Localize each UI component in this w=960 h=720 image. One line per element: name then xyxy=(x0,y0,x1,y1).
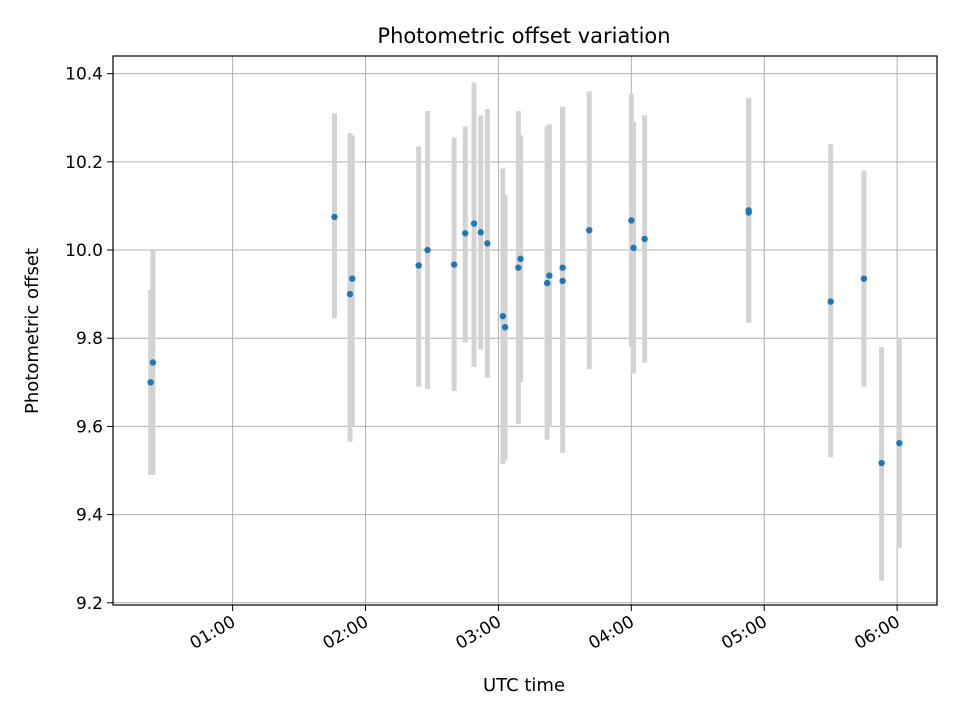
data-point xyxy=(559,277,566,285)
data-point xyxy=(477,229,484,236)
y-axis-ticks: 9.2 9.4 9.6 9.8 10.0 10.2 10.4 xyxy=(65,65,113,614)
y-tick-label: 9.6 xyxy=(76,417,103,437)
error-bars xyxy=(148,82,902,581)
data-point xyxy=(346,290,354,298)
y-tick-label: 10.4 xyxy=(65,65,103,85)
data-point xyxy=(484,240,491,247)
x-tick-label: 03:00 xyxy=(452,612,504,654)
y-tick-label: 9.2 xyxy=(76,594,103,614)
data-point xyxy=(331,213,338,221)
data-point xyxy=(641,235,648,243)
data-point xyxy=(415,262,422,269)
data-point xyxy=(424,246,431,254)
data-point xyxy=(470,220,478,227)
x-tick-label: 01:00 xyxy=(187,612,239,654)
data-point xyxy=(586,226,593,234)
chart-title: Photometric offset variation xyxy=(377,24,670,48)
grid xyxy=(113,56,937,605)
data-point xyxy=(349,275,356,282)
x-tick-label: 02:00 xyxy=(320,612,372,654)
data-point xyxy=(543,279,551,287)
data-point xyxy=(450,261,458,268)
plot-frame xyxy=(112,55,938,606)
data-point xyxy=(546,272,553,279)
x-tick-label: 06:00 xyxy=(851,612,903,654)
data-point xyxy=(896,439,903,447)
data-point xyxy=(501,323,509,331)
data-point xyxy=(147,379,154,386)
data-point xyxy=(878,459,885,467)
data-points xyxy=(147,207,903,467)
x-axis-label: UTC time xyxy=(483,675,565,696)
data-point xyxy=(628,217,635,224)
data-point xyxy=(517,255,524,263)
y-tick-label: 9.4 xyxy=(76,506,103,526)
data-point xyxy=(559,264,566,271)
data-point xyxy=(461,230,469,237)
data-point xyxy=(827,298,834,305)
data-point xyxy=(860,275,868,282)
y-tick-label: 10.0 xyxy=(65,241,103,261)
data-point xyxy=(149,359,157,366)
y-axis-label: Photometric offset xyxy=(22,248,43,414)
y-tick-label: 9.8 xyxy=(76,329,103,349)
x-axis-ticks: 01:00 02:00 03:00 04:00 05:00 06:00 xyxy=(187,605,904,654)
data-point xyxy=(745,209,752,216)
x-tick-label: 05:00 xyxy=(718,612,770,654)
data-point xyxy=(515,264,522,271)
x-tick-label: 04:00 xyxy=(585,612,637,654)
data-point xyxy=(630,244,637,252)
data-point xyxy=(499,312,507,320)
y-tick-label: 10.2 xyxy=(65,153,103,173)
